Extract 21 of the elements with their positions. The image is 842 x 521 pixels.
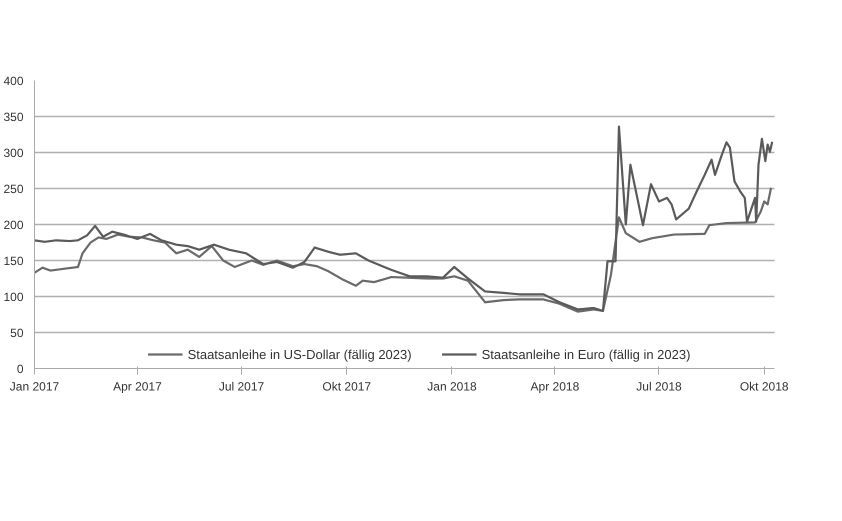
y-tick-label: 50 (10, 326, 24, 340)
x-tick-label: Jul 2017 (218, 380, 265, 394)
x-tick-label: Apr 2017 (113, 380, 162, 394)
y-tick-label: 100 (3, 290, 24, 304)
y-tick-label: 200 (3, 218, 24, 232)
x-tick-label: Apr 2018 (530, 380, 580, 394)
line-series (34, 186, 772, 313)
legend-label: Staatsanleihe in Euro (fällig in 2023) (482, 346, 690, 362)
y-tick-label: 400 (3, 74, 24, 88)
x-tick-label: Jan 2017 (10, 380, 60, 394)
y-tick-label: 0 (16, 362, 24, 376)
x-tick-label: Okt 2017 (322, 380, 372, 394)
y-tick-label: 150 (3, 254, 24, 268)
y-tick-label: 250 (3, 182, 24, 196)
y-tick-label: 350 (3, 110, 24, 124)
x-tick-label: Okt 2018 (740, 380, 789, 394)
line-series (34, 125, 774, 312)
x-tick-label: Jan 2018 (427, 380, 477, 394)
x-tick-label: Jul 2018 (636, 380, 682, 394)
y-tick-label: 300 (3, 146, 24, 160)
legend-label: Staatsanleihe in US-Dollar (fällig 2023) (188, 346, 412, 362)
